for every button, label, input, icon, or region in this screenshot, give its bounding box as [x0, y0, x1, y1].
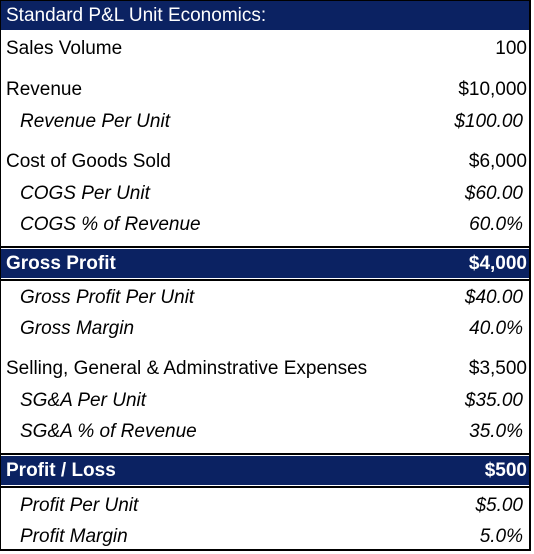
row-sga: Selling, General & Adminstrative Expense… [1, 354, 529, 384]
sales-volume-label: Sales Volume [6, 38, 123, 59]
sga-pct-label: SG&A % of Revenue [20, 421, 197, 442]
profit-loss-value: $500 [484, 459, 527, 481]
row-profit-per-unit: Profit Per Unit $5.00 [1, 491, 529, 521]
divider-line [1, 279, 529, 281]
cogs-value: $6,000 [468, 151, 527, 172]
revenue-value: $10,000 [458, 79, 527, 100]
gross-profit-value: $4,000 [468, 252, 527, 274]
cogs-pct-value: 60.0% [469, 214, 523, 235]
profit-per-unit-label: Profit Per Unit [20, 495, 139, 516]
gross-profit-per-unit-label: Gross Profit Per Unit [20, 287, 195, 308]
row-cogs-pct: COGS % of Revenue 60.0% [1, 210, 529, 240]
gross-profit-per-unit-value: $40.00 [464, 287, 523, 308]
revenue-label: Revenue [6, 79, 83, 100]
cogs-per-unit-value: $60.00 [464, 183, 523, 204]
sga-label: Selling, General & Adminstrative Expense… [6, 358, 368, 379]
table-title: Standard P&L Unit Economics: [6, 4, 267, 26]
sga-value: $3,500 [468, 358, 527, 379]
row-profit-margin: Profit Margin 5.0% [1, 522, 529, 552]
divider-line [1, 453, 529, 455]
profit-per-unit-value: $5.00 [475, 495, 523, 516]
profit-loss-label: Profit / Loss [6, 459, 116, 481]
row-profit-loss: Profit / Loss $500 [1, 456, 529, 485]
row-gross-profit-per-unit: Gross Profit Per Unit $40.00 [1, 283, 529, 313]
profit-margin-value: 5.0% [479, 526, 523, 547]
cogs-per-unit-label: COGS Per Unit [20, 183, 150, 204]
row-sales-volume: Sales Volume 100 [1, 34, 529, 64]
row-cogs: Cost of Goods Sold $6,000 [1, 147, 529, 177]
cogs-label: Cost of Goods Sold [6, 151, 171, 172]
revenue-per-unit-label: Revenue Per Unit [20, 111, 170, 132]
table-title-row: Standard P&L Unit Economics: [1, 1, 529, 30]
sga-per-unit-value: $35.00 [464, 390, 523, 411]
row-gross-margin: Gross Margin 40.0% [1, 314, 529, 344]
divider-line [1, 486, 529, 488]
row-gross-profit: Gross Profit $4,000 [1, 249, 529, 278]
row-sga-pct: SG&A % of Revenue 35.0% [1, 417, 529, 447]
row-cogs-per-unit: COGS Per Unit $60.00 [1, 179, 529, 209]
row-revenue-per-unit: Revenue Per Unit $100.00 [1, 107, 529, 137]
sga-pct-value: 35.0% [469, 421, 523, 442]
sga-per-unit-label: SG&A Per Unit [20, 390, 147, 411]
gross-profit-label: Gross Profit [6, 252, 116, 274]
revenue-per-unit-value: $100.00 [454, 111, 523, 132]
sales-volume-value: 100 [495, 38, 527, 59]
row-sga-per-unit: SG&A Per Unit $35.00 [1, 386, 529, 416]
divider-line [1, 246, 529, 248]
row-revenue: Revenue $10,000 [1, 75, 529, 105]
profit-margin-label: Profit Margin [20, 526, 128, 547]
gross-margin-value: 40.0% [469, 318, 523, 339]
cogs-pct-label: COGS % of Revenue [20, 214, 201, 235]
gross-margin-label: Gross Margin [20, 318, 135, 339]
